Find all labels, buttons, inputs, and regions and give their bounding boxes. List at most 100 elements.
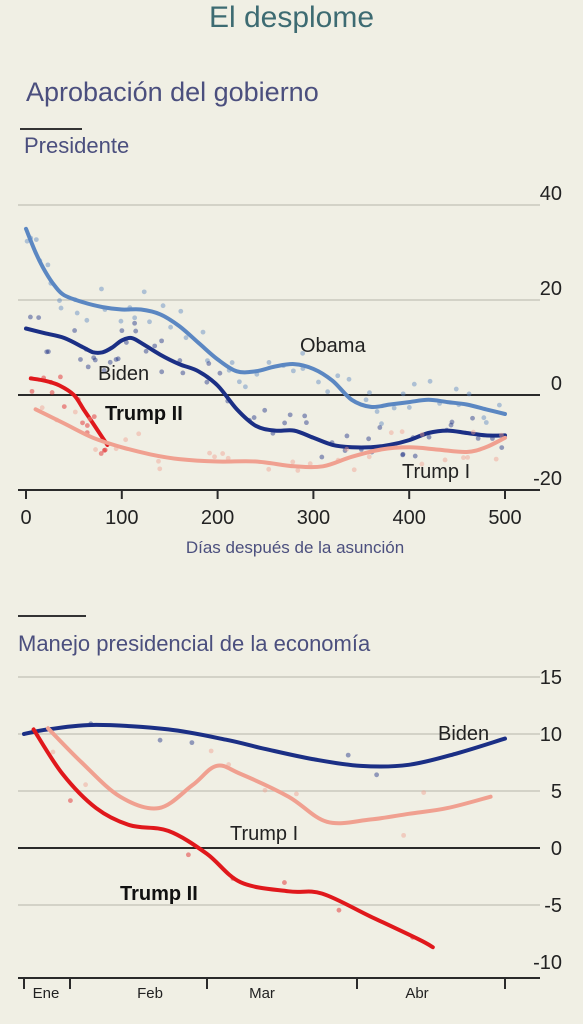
chart1-title: Presidente — [24, 133, 130, 158]
chart2-point-trump-i — [262, 787, 268, 793]
chart1-point-obama — [236, 379, 242, 385]
chart1-x-tick-label: 300 — [297, 507, 330, 529]
chart1-point-trump-ii — [49, 390, 55, 395]
chart1-point-biden — [475, 435, 481, 441]
chart1-point-trump-i — [470, 429, 476, 435]
chart1-point-biden — [113, 357, 119, 362]
chart1-point-trump-i — [290, 459, 296, 465]
chart1-point-obama — [453, 386, 459, 392]
chart1-y-tick-label: 0 — [551, 373, 562, 395]
chart1-point-trump-i — [72, 409, 78, 415]
chart1-point-trump-i — [307, 461, 313, 467]
chart1-point-biden — [412, 453, 418, 459]
chart1-point-biden — [319, 454, 325, 460]
chart1-point-obama — [147, 319, 152, 325]
chart2-point-trump-i — [421, 790, 427, 795]
chart1-point-trump-i — [499, 432, 504, 438]
chart2-y-tick-label: 0 — [551, 838, 562, 860]
chart1-point-biden — [133, 328, 139, 334]
chart1-point-trump-i — [136, 431, 142, 437]
chart1-point-biden — [262, 407, 268, 413]
chart2-line-trump-ii — [31, 727, 435, 950]
chart1-point-biden — [251, 415, 257, 420]
chart1-point-obama — [99, 286, 104, 292]
chart2-legend-trump-ii: Trump II — [120, 883, 198, 905]
chart1-rule — [20, 128, 82, 130]
chart1-x-tick-label: 0 — [20, 507, 31, 529]
chart1-point-trump-i — [123, 437, 129, 443]
chart2-y-tick-label: 15 — [540, 667, 562, 689]
chart1-y-tick-label: 40 — [540, 183, 562, 205]
chart1-point-biden — [36, 315, 42, 320]
chart1-point-biden — [72, 328, 78, 333]
chart1-point-trump-i — [225, 455, 231, 461]
chart1-point-trump-i — [366, 454, 372, 460]
chart1-point-trump-i — [493, 456, 499, 462]
chart2-point-trump-ii — [336, 907, 342, 913]
chart1-point-obama — [118, 318, 124, 324]
chart1-point-trump-ii — [98, 451, 104, 456]
chart1-point-trump-i — [388, 430, 394, 436]
chart1-point-biden — [470, 415, 475, 421]
chart1-point-obama — [374, 409, 380, 414]
chart1-point-trump-i — [465, 454, 471, 460]
chart1-legend-trump-ii: Trump II — [105, 403, 183, 425]
chart1-point-trump-i — [207, 450, 212, 456]
chart1-point-biden — [204, 379, 210, 385]
chart1-point-trump-i — [39, 405, 45, 411]
chart1-point-obama — [132, 315, 138, 321]
chart1-point-obama — [84, 317, 90, 323]
chart1-point-obama — [33, 237, 39, 242]
chart1-point-trump-i — [419, 432, 425, 437]
chart1-point-trump-ii — [61, 404, 67, 409]
chart1-point-obama — [300, 350, 306, 356]
chart1-point-biden — [132, 320, 138, 326]
chart1-point-biden — [499, 445, 505, 450]
chart1-point-obama — [178, 308, 184, 314]
chart2-line-trump-i — [46, 726, 493, 826]
chart1-point-biden — [91, 355, 97, 361]
chart1-point-obama — [229, 360, 235, 365]
chart1-point-biden — [123, 340, 129, 345]
chart2-point-biden — [374, 772, 380, 778]
chart1-point-trump-i — [212, 454, 217, 460]
chart1-point-biden — [107, 359, 113, 365]
chart1-point-obama — [183, 335, 189, 341]
chart2-point-biden — [157, 737, 163, 743]
chart1-point-biden — [342, 448, 348, 453]
chart1-point-obama — [316, 379, 321, 385]
chart1-point-biden — [217, 370, 223, 376]
chart1-point-biden — [449, 419, 455, 425]
chart2-rule — [18, 615, 86, 617]
chart1-point-biden — [304, 420, 309, 426]
chart1-line-trump-i — [33, 407, 507, 470]
chart1-x-tick-label: 100 — [105, 507, 138, 529]
chart1-point-biden — [143, 348, 149, 354]
chart2-point-trump-i — [50, 749, 56, 755]
chart1-point-obama — [411, 381, 417, 387]
chart1-point-trump-ii — [84, 423, 90, 428]
chart1-point-biden — [180, 370, 186, 376]
section-title: Aprobación del gobierno — [26, 77, 319, 107]
chart1-point-trump-i — [295, 468, 301, 473]
chart1-point-biden — [366, 436, 372, 442]
chart1-point-obama — [367, 390, 372, 396]
chart1-point-biden — [152, 343, 158, 349]
chart2-x-tick-label: Feb — [137, 985, 163, 1002]
chart1-point-obama — [481, 415, 487, 421]
chart2-y-tick-label: -10 — [533, 952, 562, 974]
chart1-point-obama — [160, 303, 166, 309]
chart1-point-trump-i — [344, 446, 350, 452]
chart2-y-tick-label: 10 — [540, 724, 562, 746]
chart1-point-obama — [266, 360, 272, 365]
chart1-point-obama — [406, 405, 412, 410]
chart1-point-trump-i — [461, 455, 466, 461]
chart2-point-trump-ii — [282, 880, 287, 885]
chart1-point-trump-i — [266, 466, 272, 472]
chart1-point-biden — [115, 356, 121, 362]
chart2-y-tick-label: -5 — [544, 895, 562, 917]
chart2-y-tick-label: 5 — [551, 781, 562, 803]
chart2-point-trump-i — [401, 832, 407, 838]
chart1-point-obama — [483, 420, 489, 425]
